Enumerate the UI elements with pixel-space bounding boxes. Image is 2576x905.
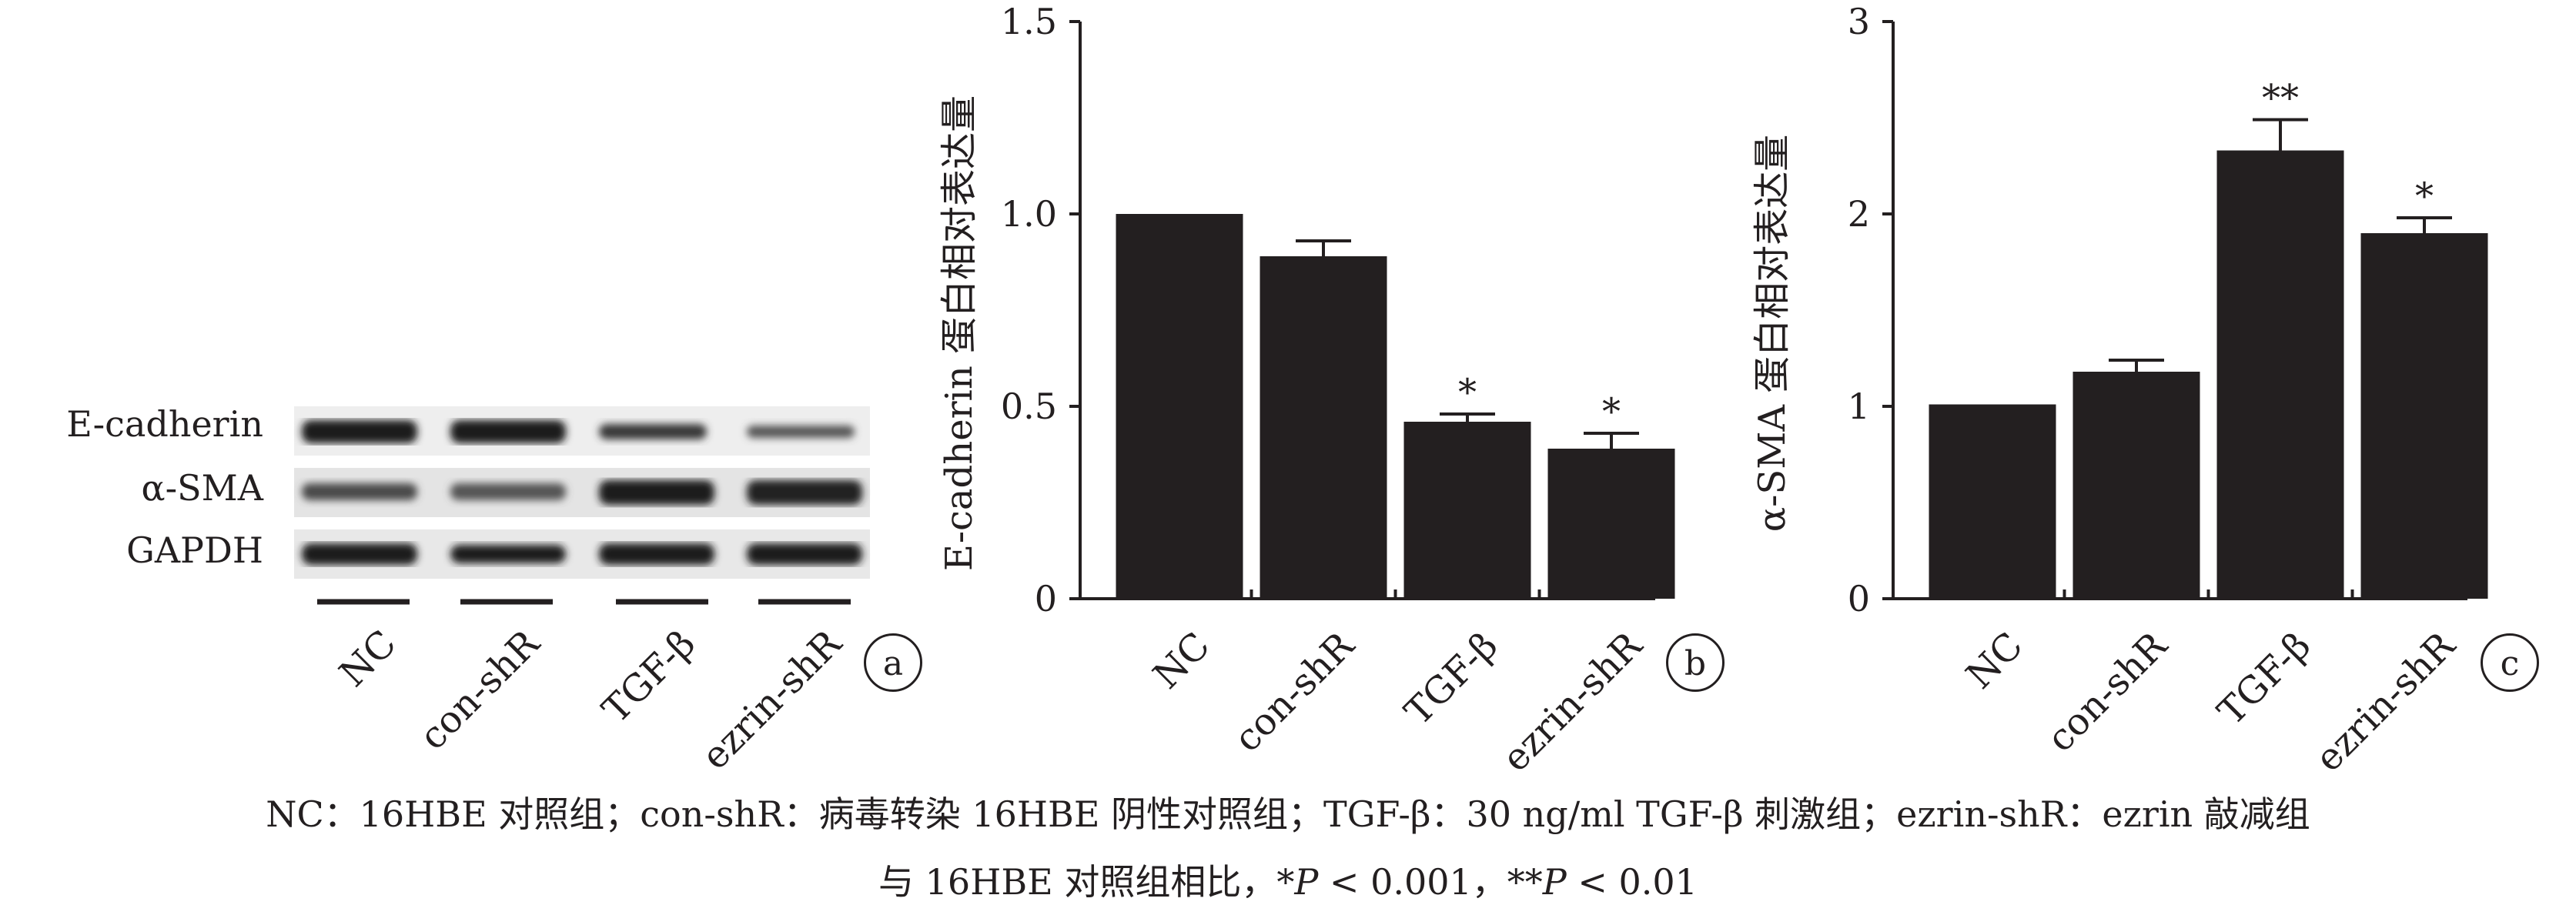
chart-c-x-tick-label-2: TGF-β — [2210, 624, 2319, 733]
blot-row-label-ecadherin: E-cadherin — [66, 403, 263, 445]
chart-b-y-axis-label: E-cadherin 蛋白相对表达量 — [938, 95, 981, 571]
band-ecad-nc — [302, 420, 417, 443]
band-asma-nc — [302, 483, 417, 500]
panel-tag-c: c — [2481, 633, 2539, 692]
chart-b-bar-1 — [1260, 256, 1387, 599]
chart-c-bar-1 — [2073, 372, 2200, 599]
chart-c-bar-3 — [2360, 233, 2488, 599]
chart-c-significance-3: * — [2415, 175, 2434, 218]
chart-c-y-tick-label: 0 — [1848, 578, 1870, 619]
chart-b-bar-3 — [1547, 449, 1675, 599]
blot-row-label-gapdh: GAPDH — [126, 529, 263, 571]
chart-b-x-tick-label-0: NC — [1145, 624, 1218, 697]
chart-c-y-tick-label: 3 — [1848, 1, 1870, 42]
caption-line-1: NC：16HBE 对照组；con-shR：病毒转染 16HBE 阴性对照组；TG… — [266, 793, 2310, 835]
chart-c-y-tick-label: 1 — [1848, 386, 1870, 427]
chart-c-x-tick-label-3: ezrin-shR — [2307, 623, 2464, 780]
chart-c-y-axis-label: α-SMA 蛋白相对表达量 — [1751, 135, 1794, 533]
band-asma-conshr — [450, 483, 566, 500]
band-asma-tgfb — [599, 480, 714, 505]
chart-b-y-tick-label: 0.5 — [1001, 386, 1057, 427]
band-ecad-tgfb — [599, 424, 707, 439]
chart-b-x-tick-label-1: con-shR — [1226, 623, 1363, 761]
band-gapdh-ezrin — [747, 543, 862, 565]
chart-b-bar-2 — [1403, 422, 1531, 599]
panel-tag-a: a — [864, 633, 922, 692]
chart-c-bar-2 — [2216, 150, 2344, 599]
chart-b-bar-0 — [1116, 214, 1243, 599]
chart-c-significance-2: ** — [2262, 77, 2299, 120]
chart-b-y-tick-label: 0 — [1035, 578, 1057, 619]
chart-b-x-tick-label-2: TGF-β — [1397, 624, 1506, 733]
band-gapdh-conshr — [450, 545, 566, 563]
chart-c-x-tick-label-1: con-shR — [2039, 623, 2176, 761]
chart-b-significance-2: * — [1458, 371, 1477, 414]
blot-row-label-asma: α-SMA — [141, 467, 263, 509]
chart-c-y-tick-label: 2 — [1848, 193, 1870, 235]
band-ecad-conshr — [450, 420, 566, 443]
chart-b-y-tick-label: 1.5 — [1001, 1, 1057, 42]
chart-b-x-tick-label-3: ezrin-shR — [1494, 623, 1651, 780]
caption-line-2: 与 16HBE 对照组相比，*P < 0.001，**P < 0.01 — [878, 861, 1698, 903]
band-asma-ezrin — [747, 480, 862, 505]
chart-c-x-tick-label-0: NC — [1958, 624, 2031, 697]
chart-b-significance-3: * — [1602, 390, 1621, 433]
band-gapdh-nc — [302, 543, 417, 565]
panel-tag-b: b — [1666, 633, 1725, 692]
chart-b-y-tick-label: 1.0 — [1001, 193, 1057, 235]
band-ecad-ezrin — [747, 426, 855, 438]
chart-c-bar-0 — [1929, 404, 2056, 599]
band-gapdh-tgfb — [599, 543, 714, 565]
